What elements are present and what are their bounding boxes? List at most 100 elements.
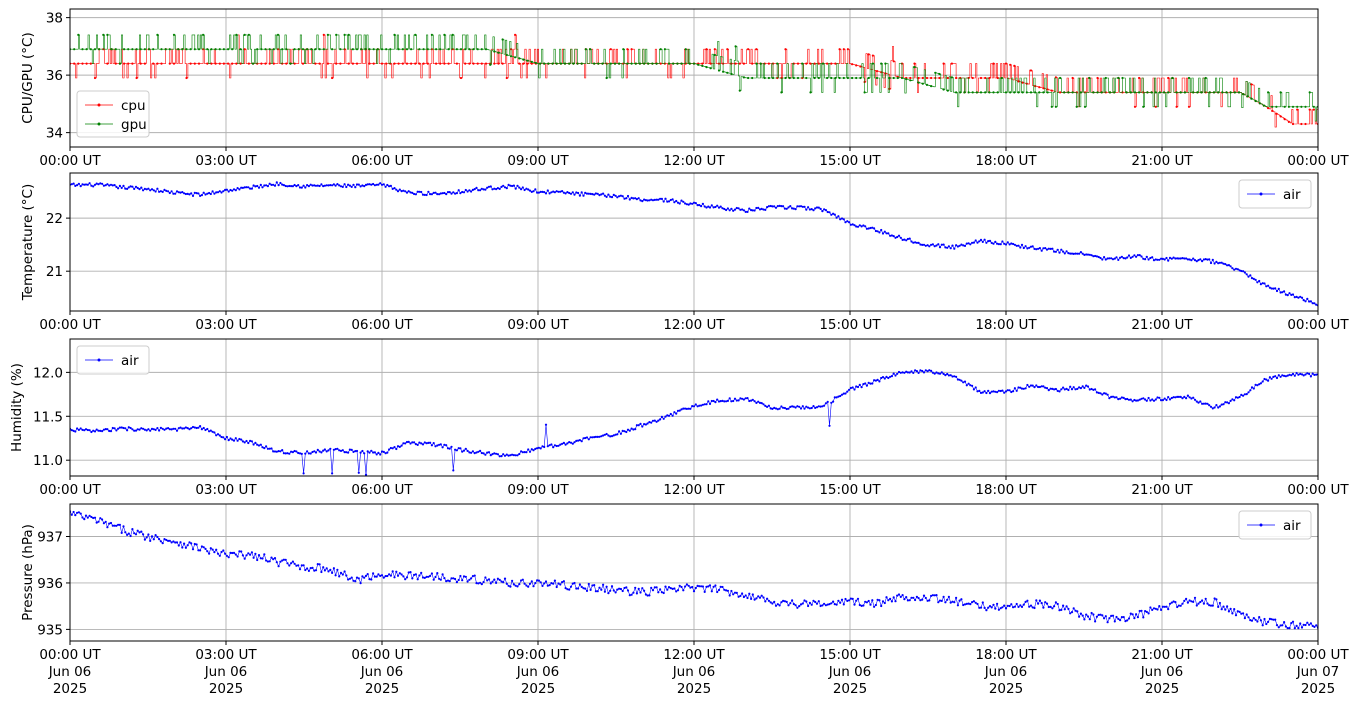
data-point-air	[748, 592, 751, 595]
data-point-air	[946, 598, 949, 601]
y-tick-label: 11.0	[33, 453, 63, 469]
data-point-air	[79, 427, 82, 430]
data-point-gpu	[892, 76, 895, 80]
data-point-air	[1108, 617, 1111, 620]
data-point-gpu	[147, 48, 151, 51]
data-point-air	[1297, 627, 1300, 630]
data-point-air	[108, 429, 111, 433]
data-point-air	[486, 579, 489, 582]
data-point-air	[1283, 621, 1286, 624]
data-point-air	[1211, 258, 1214, 261]
data-point-air	[639, 199, 642, 202]
data-point-air	[479, 189, 482, 192]
data-point-air	[273, 450, 277, 453]
data-point-air	[1188, 258, 1191, 261]
data-point-gpu	[975, 91, 979, 94]
data-point-air	[471, 575, 474, 578]
x-tick-label: 12:00 UT	[663, 317, 725, 333]
data-point-air	[1076, 610, 1079, 613]
data-point-air	[446, 447, 450, 450]
data-point-air	[298, 452, 302, 455]
data-point-gpu	[838, 76, 841, 80]
data-point-air	[955, 596, 958, 600]
data-point-air	[224, 438, 227, 441]
data-point-air	[1190, 600, 1193, 603]
data-point-air	[792, 405, 795, 408]
data-point-air	[860, 604, 863, 608]
data-point-air	[241, 186, 244, 189]
data-point-air	[858, 383, 861, 386]
data-point-air	[1220, 403, 1223, 406]
data-point-air	[220, 550, 223, 554]
data-point-air	[856, 597, 860, 600]
data-point-air	[910, 370, 913, 373]
data-point-air	[1145, 255, 1148, 258]
data-point-air	[767, 205, 771, 208]
data-point-cpu	[992, 62, 995, 65]
data-point-air	[641, 200, 644, 203]
data-point-cpu	[152, 62, 155, 65]
data-point-air	[796, 205, 799, 208]
data-point-air	[156, 187, 159, 190]
data-point-cpu	[734, 62, 737, 65]
data-point-air	[610, 435, 614, 438]
data-point-gpu	[385, 48, 388, 51]
data-point-air	[84, 428, 88, 431]
data-point-air	[108, 184, 111, 187]
data-point-gpu	[855, 76, 858, 80]
data-point-air	[405, 576, 409, 579]
data-point-air	[464, 188, 467, 192]
data-point-gpu	[1212, 91, 1216, 94]
data-point-air	[833, 396, 836, 399]
data-point-air	[919, 243, 922, 246]
data-point-air	[1065, 605, 1068, 608]
data-point-gpu	[1287, 105, 1290, 108]
data-point-air	[1156, 608, 1159, 611]
data-point-air	[183, 427, 186, 430]
data-point-air	[79, 512, 82, 515]
data-point-air	[1192, 600, 1195, 604]
data-point-air	[1243, 617, 1246, 620]
data-point-gpu	[1013, 91, 1016, 94]
data-point-air	[520, 188, 523, 191]
data-point-cpu	[73, 62, 76, 65]
data-point-air	[475, 582, 478, 585]
data-point-air	[935, 244, 938, 247]
data-point-air	[559, 443, 562, 446]
data-point-air	[746, 397, 749, 400]
data-point-air	[635, 198, 639, 201]
data-point-gpu	[98, 48, 101, 51]
data-point-air	[1218, 405, 1221, 408]
data-point-air	[908, 237, 911, 240]
data-point-gpu	[426, 48, 429, 51]
data-point-air	[386, 451, 389, 454]
data-point-air	[388, 573, 391, 576]
data-point-air	[997, 608, 1001, 611]
data-point-air	[963, 380, 967, 383]
data-point-air	[1245, 273, 1248, 276]
data-point-gpu	[713, 53, 716, 57]
data-point-air	[780, 405, 783, 408]
data-point-air	[154, 534, 157, 537]
data-point-gpu	[1067, 91, 1070, 94]
data-point-air	[915, 595, 919, 598]
data-point-air	[521, 451, 524, 454]
data-point-gpu	[821, 62, 825, 65]
data-point-air	[696, 204, 699, 207]
data-point-air	[949, 247, 952, 250]
legend: air	[1238, 179, 1312, 209]
data-point-air	[270, 447, 273, 450]
data-point-air	[325, 450, 328, 453]
data-point-cpu	[480, 62, 483, 65]
data-point-air	[1274, 618, 1277, 621]
data-point-air	[396, 190, 400, 193]
data-point-air	[101, 518, 104, 521]
data-point-air	[101, 430, 104, 433]
data-point-air	[548, 444, 551, 447]
data-point-air	[1176, 395, 1179, 398]
data-point-gpu	[484, 48, 488, 51]
data-point-air	[626, 589, 630, 592]
data-point-air	[322, 566, 325, 569]
data-point-air	[741, 397, 744, 400]
data-point-gpu	[281, 48, 284, 51]
